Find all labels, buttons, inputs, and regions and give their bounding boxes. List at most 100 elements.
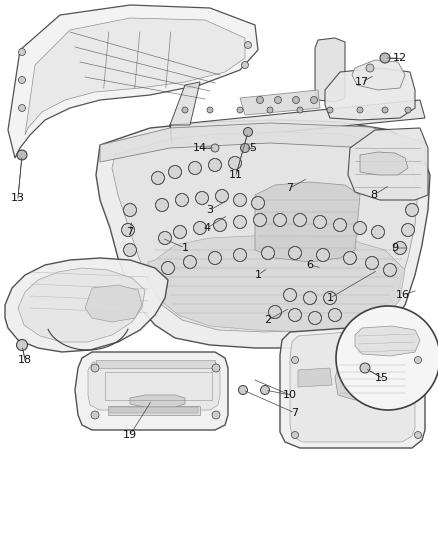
Circle shape <box>406 204 418 216</box>
Circle shape <box>328 309 342 321</box>
Circle shape <box>317 248 329 262</box>
Text: 2: 2 <box>265 315 272 325</box>
Circle shape <box>293 96 300 103</box>
Circle shape <box>233 215 247 229</box>
Circle shape <box>292 432 299 439</box>
Polygon shape <box>355 326 420 356</box>
Circle shape <box>173 225 187 238</box>
Polygon shape <box>130 395 185 407</box>
Circle shape <box>327 107 333 113</box>
Circle shape <box>124 244 137 256</box>
Circle shape <box>18 49 25 55</box>
Text: 3: 3 <box>206 205 213 215</box>
Circle shape <box>184 255 197 269</box>
Circle shape <box>229 157 241 169</box>
Circle shape <box>314 215 326 229</box>
Polygon shape <box>170 100 425 143</box>
Circle shape <box>268 305 282 319</box>
Circle shape <box>357 107 363 113</box>
Polygon shape <box>290 332 415 442</box>
Circle shape <box>365 256 378 270</box>
Text: 1: 1 <box>181 243 188 253</box>
Circle shape <box>241 61 248 69</box>
Circle shape <box>91 411 99 419</box>
Text: 11: 11 <box>229 170 243 180</box>
Polygon shape <box>18 268 145 342</box>
Polygon shape <box>85 285 142 322</box>
Polygon shape <box>348 128 428 200</box>
Circle shape <box>233 193 247 206</box>
Circle shape <box>293 214 307 227</box>
Circle shape <box>297 107 303 113</box>
Circle shape <box>414 432 421 439</box>
Circle shape <box>194 222 206 235</box>
Text: 6: 6 <box>307 260 314 270</box>
Circle shape <box>237 107 243 113</box>
Circle shape <box>124 204 137 216</box>
Circle shape <box>215 190 229 203</box>
Circle shape <box>292 357 299 364</box>
Circle shape <box>213 219 226 231</box>
Text: 17: 17 <box>355 77 369 87</box>
Circle shape <box>211 144 219 152</box>
Text: 7: 7 <box>291 408 299 418</box>
Polygon shape <box>75 352 228 430</box>
Circle shape <box>212 411 220 419</box>
Circle shape <box>257 96 264 103</box>
Circle shape <box>273 214 286 227</box>
Text: 19: 19 <box>123 430 137 440</box>
Text: 5: 5 <box>250 143 257 153</box>
Polygon shape <box>96 360 215 368</box>
Circle shape <box>261 246 275 260</box>
Circle shape <box>17 150 27 160</box>
Polygon shape <box>108 406 200 415</box>
Circle shape <box>239 385 247 394</box>
Polygon shape <box>315 38 345 102</box>
Polygon shape <box>8 5 258 158</box>
Text: 1: 1 <box>254 270 261 280</box>
Circle shape <box>121 223 134 237</box>
Circle shape <box>414 357 421 364</box>
Circle shape <box>254 214 266 227</box>
Polygon shape <box>110 407 198 413</box>
Polygon shape <box>5 258 168 352</box>
Circle shape <box>311 96 318 103</box>
Text: 1: 1 <box>326 293 333 303</box>
Circle shape <box>283 288 297 302</box>
Polygon shape <box>96 120 430 348</box>
Polygon shape <box>255 182 360 262</box>
Text: 15: 15 <box>375 373 389 383</box>
Text: 7: 7 <box>127 227 134 237</box>
Text: 4: 4 <box>203 223 211 233</box>
Polygon shape <box>325 68 415 120</box>
Circle shape <box>240 143 250 152</box>
Circle shape <box>155 198 169 212</box>
Circle shape <box>333 219 346 231</box>
Circle shape <box>18 77 25 84</box>
Circle shape <box>212 364 220 372</box>
Circle shape <box>304 292 317 304</box>
Circle shape <box>195 191 208 205</box>
Circle shape <box>384 263 396 277</box>
Circle shape <box>261 385 269 394</box>
Text: 9: 9 <box>392 243 399 253</box>
Circle shape <box>207 107 213 113</box>
Polygon shape <box>298 368 332 387</box>
Circle shape <box>162 262 174 274</box>
Text: 7: 7 <box>286 183 293 193</box>
Circle shape <box>208 158 222 172</box>
Circle shape <box>360 363 370 373</box>
Circle shape <box>405 107 411 113</box>
Circle shape <box>343 252 357 264</box>
Polygon shape <box>88 362 220 410</box>
Circle shape <box>324 292 336 304</box>
Polygon shape <box>148 235 405 332</box>
Polygon shape <box>280 328 425 448</box>
Polygon shape <box>170 82 200 125</box>
Circle shape <box>382 107 388 113</box>
Text: 16: 16 <box>396 290 410 300</box>
Circle shape <box>244 127 252 136</box>
Text: 14: 14 <box>193 143 207 153</box>
Circle shape <box>366 64 374 72</box>
Circle shape <box>188 161 201 174</box>
